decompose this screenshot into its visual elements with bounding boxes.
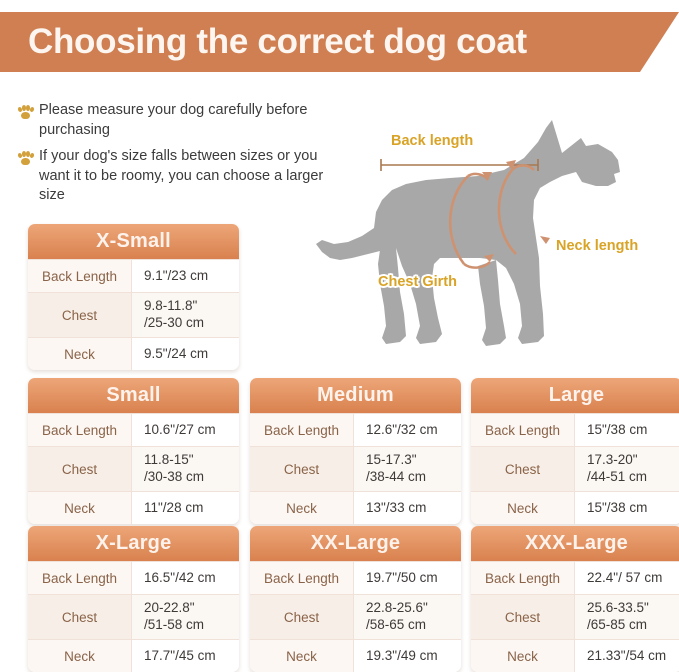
size-table-header: Small bbox=[28, 378, 239, 413]
row-value: 12.6"/32 cm bbox=[354, 414, 461, 446]
size-table-large: Large Back Length 15"/38 cm Chest 17.3-2… bbox=[471, 378, 679, 524]
size-table-small: Small Back Length 10.6"/27 cm Chest 11.8… bbox=[28, 378, 239, 524]
table-row: Chest 22.8-25.6" /58-65 cm bbox=[250, 594, 461, 639]
row-value: 10.6"/27 cm bbox=[132, 414, 239, 446]
size-table-xxx-large: XXX-Large Back Length 22.4"/ 57 cm Chest… bbox=[471, 526, 679, 672]
row-value: 9.8-11.8" /25-30 cm bbox=[132, 293, 239, 337]
paw-icon bbox=[17, 104, 35, 120]
table-row: Neck 21.33"/54 cm bbox=[471, 639, 679, 672]
dog-silhouette-icon bbox=[316, 120, 620, 346]
table-row: Chest 9.8-11.8" /25-30 cm bbox=[28, 292, 239, 337]
size-table-header: X-Small bbox=[28, 224, 239, 259]
row-label: Neck bbox=[28, 338, 132, 370]
instructions-list: Please measure your dog carefully before… bbox=[17, 101, 337, 213]
size-table-header: XX-Large bbox=[250, 526, 461, 561]
size-table-header: X-Large bbox=[28, 526, 239, 561]
row-value: 11"/28 cm bbox=[132, 492, 239, 524]
row-label: Back Length bbox=[28, 562, 132, 594]
annotation-neck-length: Neck length bbox=[556, 238, 639, 254]
row-label: Chest bbox=[471, 447, 575, 491]
instruction-text: Please measure your dog carefully before… bbox=[39, 102, 308, 138]
table-row: Back Length 16.5"/42 cm bbox=[28, 561, 239, 594]
size-table-x-large: X-Large Back Length 16.5"/42 cm Chest 20… bbox=[28, 526, 239, 672]
paw-icon bbox=[17, 150, 35, 166]
table-row: Neck 19.3"/49 cm bbox=[250, 639, 461, 672]
table-row: Back Length 19.7"/50 cm bbox=[250, 561, 461, 594]
size-table-header: Medium bbox=[250, 378, 461, 413]
row-label: Chest bbox=[28, 293, 132, 337]
row-value: 9.1"/23 cm bbox=[132, 260, 239, 292]
row-label: Back Length bbox=[28, 414, 132, 446]
row-value: 22.4"/ 57 cm bbox=[575, 562, 679, 594]
list-item: Please measure your dog carefully before… bbox=[17, 101, 337, 140]
row-label: Chest bbox=[28, 447, 132, 491]
row-label: Back Length bbox=[250, 414, 354, 446]
annotation-chest-girth: Chest Girth bbox=[378, 274, 457, 290]
row-label: Neck bbox=[28, 640, 132, 672]
table-row: Neck 9.5"/24 cm bbox=[28, 337, 239, 370]
table-row: Neck 11"/28 cm bbox=[28, 491, 239, 524]
row-value: 19.3"/49 cm bbox=[354, 640, 461, 672]
table-row: Back Length 9.1"/23 cm bbox=[28, 259, 239, 292]
row-value: 21.33"/54 cm bbox=[575, 640, 679, 672]
row-label: Chest bbox=[471, 595, 575, 639]
row-value: 15"/38 cm bbox=[575, 492, 679, 524]
row-label: Neck bbox=[250, 492, 354, 524]
row-label: Chest bbox=[250, 447, 354, 491]
row-value: 13"/33 cm bbox=[354, 492, 461, 524]
row-label: Neck bbox=[28, 492, 132, 524]
row-value: 20-22.8" /51-58 cm bbox=[132, 595, 239, 639]
page-title: Choosing the correct dog coat bbox=[28, 22, 527, 61]
row-value: 25.6-33.5" /65-85 cm bbox=[575, 595, 679, 639]
size-table-xx-large: XX-Large Back Length 19.7"/50 cm Chest 2… bbox=[250, 526, 461, 672]
row-label: Neck bbox=[471, 640, 575, 672]
row-label: Chest bbox=[28, 595, 132, 639]
dog-measurement-diagram: Back length Neck length Chest Girth bbox=[300, 108, 679, 358]
chest-girth-loop bbox=[448, 172, 494, 269]
table-row: Chest 20-22.8" /51-58 cm bbox=[28, 594, 239, 639]
table-row: Back Length 15"/38 cm bbox=[471, 413, 679, 446]
table-row: Neck 17.7"/45 cm bbox=[28, 639, 239, 672]
table-row: Back Length 10.6"/27 cm bbox=[28, 413, 239, 446]
table-row: Chest 25.6-33.5" /65-85 cm bbox=[471, 594, 679, 639]
row-value: 9.5"/24 cm bbox=[132, 338, 239, 370]
banner-background bbox=[0, 12, 679, 72]
size-table-x-small: X-Small Back Length 9.1"/23 cm Chest 9.8… bbox=[28, 224, 239, 370]
neck-girth-loop bbox=[497, 160, 550, 255]
row-label: Back Length bbox=[28, 260, 132, 292]
row-label: Neck bbox=[250, 640, 354, 672]
row-value: 22.8-25.6" /58-65 cm bbox=[354, 595, 461, 639]
table-row: Neck 13"/33 cm bbox=[250, 491, 461, 524]
row-label: Back Length bbox=[471, 414, 575, 446]
table-row: Back Length 22.4"/ 57 cm bbox=[471, 561, 679, 594]
instruction-text: If your dog's size falls between sizes o… bbox=[39, 148, 324, 204]
size-table-medium: Medium Back Length 12.6"/32 cm Chest 15-… bbox=[250, 378, 461, 524]
row-value: 19.7"/50 cm bbox=[354, 562, 461, 594]
annotation-back-length: Back length bbox=[391, 133, 474, 149]
row-value: 17.7"/45 cm bbox=[132, 640, 239, 672]
table-row: Back Length 12.6"/32 cm bbox=[250, 413, 461, 446]
size-table-header: Large bbox=[471, 378, 679, 413]
table-row: Chest 15-17.3" /38-44 cm bbox=[250, 446, 461, 491]
table-row: Neck 15"/38 cm bbox=[471, 491, 679, 524]
row-label: Back Length bbox=[250, 562, 354, 594]
row-value: 16.5"/42 cm bbox=[132, 562, 239, 594]
table-row: Chest 11.8-15" /30-38 cm bbox=[28, 446, 239, 491]
row-value: 17.3-20" /44-51 cm bbox=[575, 447, 679, 491]
row-value: 15-17.3" /38-44 cm bbox=[354, 447, 461, 491]
size-table-header: XXX-Large bbox=[471, 526, 679, 561]
header-banner: Choosing the correct dog coat bbox=[0, 12, 679, 72]
row-label: Chest bbox=[250, 595, 354, 639]
table-row: Chest 17.3-20" /44-51 cm bbox=[471, 446, 679, 491]
row-label: Back Length bbox=[471, 562, 575, 594]
row-label: Neck bbox=[471, 492, 575, 524]
list-item: If your dog's size falls between sizes o… bbox=[17, 147, 337, 206]
row-value: 11.8-15" /30-38 cm bbox=[132, 447, 239, 491]
row-value: 15"/38 cm bbox=[575, 414, 679, 446]
